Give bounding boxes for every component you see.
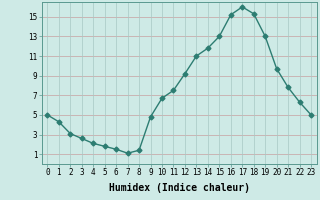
X-axis label: Humidex (Indice chaleur): Humidex (Indice chaleur) <box>109 183 250 193</box>
